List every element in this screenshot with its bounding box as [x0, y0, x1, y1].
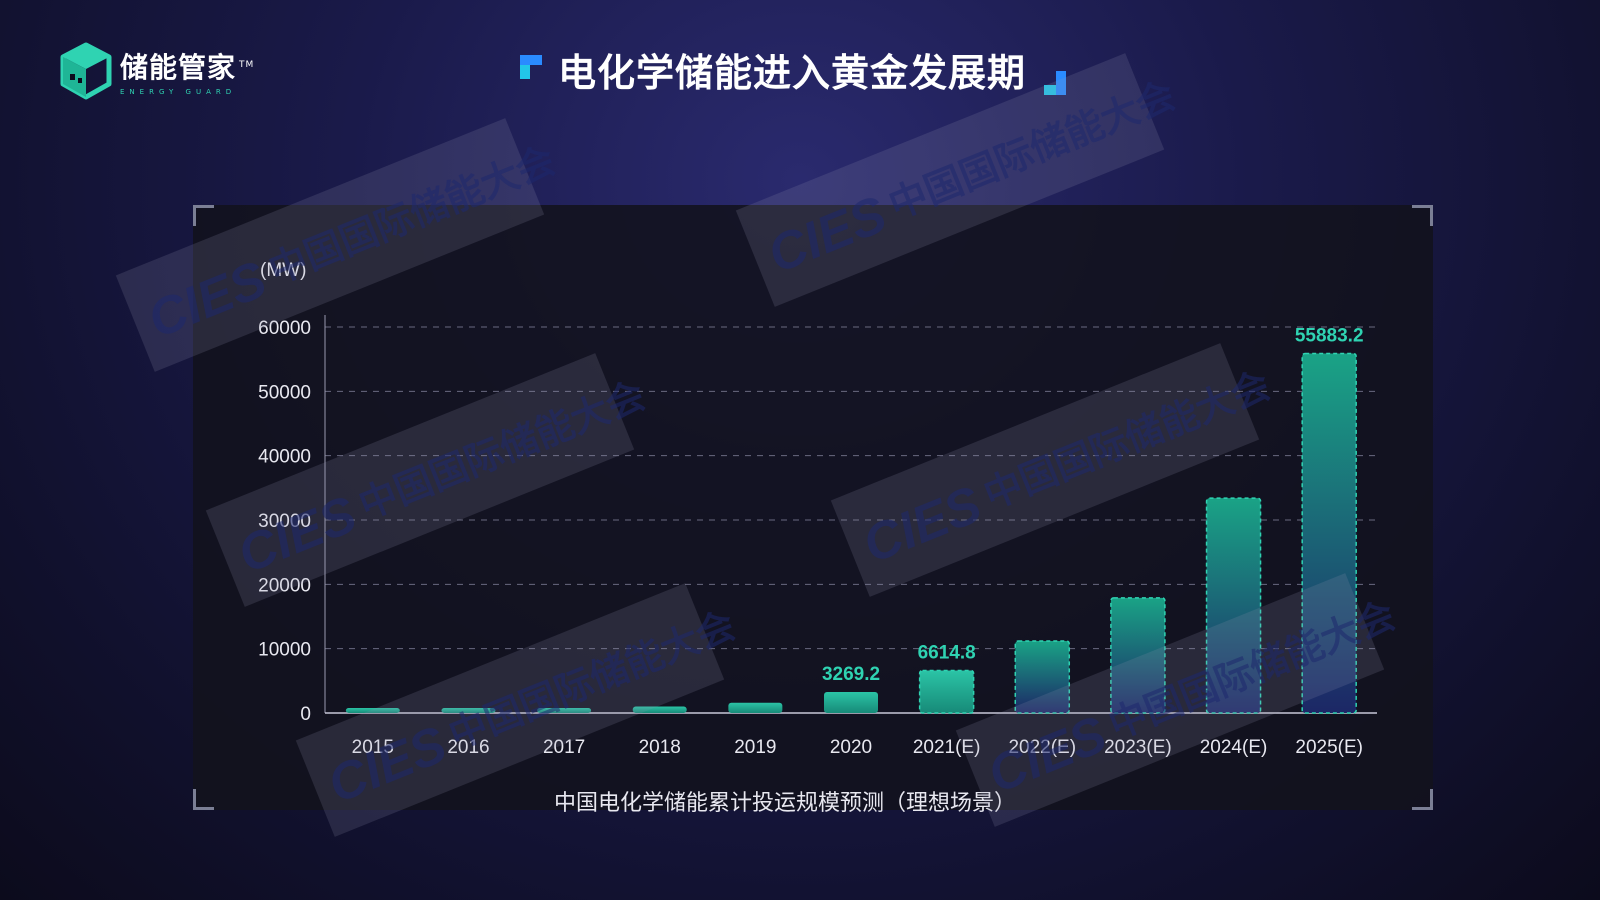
bar-2020: [824, 691, 878, 713]
data-label: 3269.2: [822, 664, 880, 685]
bar-2018: [632, 706, 687, 713]
brand-name-row: 储能管家 TM: [120, 46, 254, 86]
data-label: 55883.2: [1295, 325, 1364, 346]
x-tick-label: 2022(E): [1008, 737, 1076, 758]
y-tick-label: 40000: [258, 447, 311, 468]
bar-2025(E): [1301, 352, 1357, 714]
y-tick-label: 60000: [258, 318, 311, 339]
title-bracket-right-icon: [1040, 65, 1067, 95]
x-tick-label: 2023(E): [1104, 737, 1172, 758]
grid-lines: [325, 326, 1377, 650]
x-tick-label: 2025(E): [1295, 737, 1363, 758]
x-tick-label: 2017: [543, 737, 585, 758]
x-tick-label: 2015: [352, 737, 394, 758]
y-axis-ticks: 0 10000 20000 30000 40000 50000 60000: [258, 318, 311, 725]
bar-2022(E): [1014, 640, 1071, 714]
y-tick-label: 20000: [258, 575, 311, 596]
bar-2021(E): [918, 669, 975, 714]
x-tick-label: 2021(E): [913, 737, 981, 758]
slide-title: 电化学储能进入黄金发展期: [558, 51, 1027, 95]
corner-bracket: [1412, 789, 1433, 810]
brand-subtitle: ENERGY GUARD: [120, 88, 237, 96]
x-tick-label: 2019: [734, 737, 776, 758]
bars: [345, 352, 1357, 714]
brand-tm: TM: [239, 59, 255, 70]
x-tick-label: 2020: [830, 737, 872, 758]
bar-2016: [441, 708, 496, 713]
y-tick-label: 30000: [258, 511, 311, 532]
brand-text: 储能管家 TM ENERGY GUARD: [120, 46, 254, 96]
title-bracket-left-icon: [520, 54, 546, 85]
corner-bracket: [193, 205, 214, 226]
bar-2017: [537, 708, 592, 713]
x-axis-ticks: 2015 2016 2017 2018 2019 2020 2021(E) 2022(E) 20…: [352, 737, 1363, 758]
x-tick-label: 2018: [639, 737, 681, 758]
x-tick-label: 2024(E): [1200, 737, 1268, 758]
data-label: 6614.8: [918, 642, 976, 663]
y-unit-label: (MW): [260, 260, 306, 281]
bar-2015: [345, 708, 400, 713]
corner-bracket: [193, 789, 214, 810]
brand-name: 储能管家: [120, 51, 237, 84]
bar-2023(E): [1110, 597, 1166, 714]
data-labels: 3269.2 6614.8 55883.2: [822, 325, 1364, 684]
cube-logo-icon: [60, 42, 112, 100]
x-tick-label: 2016: [447, 737, 489, 758]
y-tick-label: 10000: [258, 640, 311, 661]
bar-2019: [728, 702, 783, 713]
slide-title-block: 电化学储能进入黄金发展期: [520, 42, 1067, 97]
y-tick-label: 0: [300, 704, 311, 725]
brand-logo: 储能管家 TM ENERGY GUARD: [60, 42, 254, 100]
corner-bracket: [1412, 205, 1433, 226]
y-tick-label: 50000: [258, 382, 311, 403]
bar-2024(E): [1205, 497, 1262, 714]
chart-title: 中国电化学储能累计投运规模预测（理想场景）: [554, 790, 1016, 815]
